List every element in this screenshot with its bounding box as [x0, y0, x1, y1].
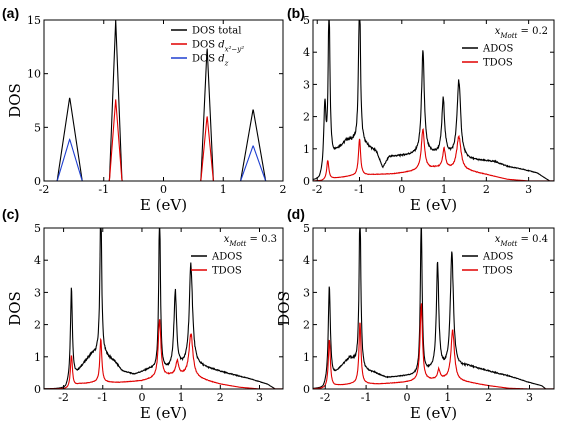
legend-label: TDOS: [483, 266, 513, 277]
y-axis-label: DOS: [275, 291, 293, 326]
y-tick-label: 3: [34, 286, 41, 299]
axes-frame: [43, 19, 284, 182]
annotation-text: xMott = 0.3: [224, 234, 277, 248]
y-tick-label: 5: [303, 222, 310, 235]
x-tick-label: 0: [398, 183, 405, 196]
legend-label: TDOS: [483, 58, 513, 69]
x-tick-label: 0: [160, 183, 167, 196]
x-tick-label: 1: [178, 391, 185, 404]
x-tick-label: 0: [403, 391, 410, 404]
annotation-text: xMott = 0.2: [495, 26, 548, 40]
x-tick-label: 1: [444, 391, 451, 404]
axes-frame: [43, 227, 284, 390]
y-axis-label: DOS: [6, 291, 24, 326]
legend-label: DOS dx²−y²: [192, 40, 244, 54]
y-tick-label: 5: [34, 222, 41, 235]
y-tick-label: 0: [34, 175, 41, 188]
x-tick-label: 1: [441, 183, 448, 196]
legend-label: ADOS: [482, 44, 513, 55]
x-axis-label: E (eV): [410, 196, 457, 214]
y-tick-label: 0: [303, 175, 310, 188]
x-tick-label: 2: [280, 183, 287, 196]
x-axis-label: E (eV): [410, 404, 457, 422]
y-axis-label: DOS: [6, 83, 24, 118]
y-tick-label: 0: [303, 383, 310, 396]
panel-label: (a): [2, 5, 19, 21]
legend-label: DOS dz: [192, 54, 229, 68]
panel-label: (c): [2, 206, 19, 222]
x-tick-label: -1: [361, 391, 372, 404]
legend-label: ADOS: [211, 252, 242, 263]
series-line-dos-d-z: [44, 138, 283, 181]
x-tick-label: -1: [97, 391, 108, 404]
x-tick-label: 2: [485, 391, 492, 404]
y-tick-label: 10: [27, 68, 41, 81]
legend-label: DOS total: [192, 26, 241, 37]
legend-label: ADOS: [482, 252, 513, 263]
panel-a: -2 -1 0 1 2 0 5 10 15 E (eV) DOS (a) DOS total DOS dx…: [2, 5, 287, 214]
panel-c: -2 -1 0 1 2 3 0 1 2 3 4 5 E (eV) DOS (c) xMott = 0.3 ADO…: [2, 206, 284, 422]
panel-label: (d): [287, 206, 305, 222]
y-tick-label: 3: [303, 286, 310, 299]
y-tick-label: 4: [34, 254, 41, 267]
y-tick-label: 2: [303, 111, 310, 124]
y-tick-label: 5: [303, 14, 310, 27]
panel-d: -2 -1 0 1 2 3 0 1 2 3 4 5 E (eV) DOS (d) xMott = 0.4 ADO…: [275, 206, 555, 422]
panel-label: (b): [287, 5, 305, 21]
series-line-ados: [44, 228, 283, 389]
y-tick-label: 4: [303, 46, 310, 59]
series-line-tdos: [313, 128, 554, 181]
x-tick-label: -1: [354, 183, 365, 196]
x-tick-label: -1: [98, 183, 109, 196]
x-tick-label: 0: [138, 391, 145, 404]
x-tick-label: 3: [526, 391, 533, 404]
legend-label: TDOS: [212, 266, 242, 277]
annotation-text: xMott = 0.4: [495, 234, 548, 248]
x-tick-label: 1: [220, 183, 227, 196]
series-line-ados: [313, 228, 554, 389]
y-tick-label: 15: [27, 14, 41, 27]
x-tick-label: -2: [39, 183, 50, 196]
axes-frame: [312, 227, 555, 390]
x-axis-label: E (eV): [140, 404, 187, 422]
y-tick-label: 0: [34, 383, 41, 396]
x-axis-label: E (eV): [140, 196, 187, 214]
series-line-ados: [313, 20, 554, 181]
y-tick-label: 2: [34, 319, 41, 332]
x-tick-label: 2: [217, 391, 224, 404]
x-tick-label: -2: [58, 391, 69, 404]
x-tick-label: -2: [320, 391, 331, 404]
x-tick-label: -2: [312, 183, 323, 196]
panel-b: -2 -1 0 1 2 3 0 1 2 3 4 5 E (eV) (b) xMott = 0.2 ADOS TD…: [287, 5, 555, 214]
x-tick-label: 3: [525, 183, 532, 196]
y-tick-label: 2: [303, 319, 310, 332]
axes-frame: [312, 19, 555, 182]
y-tick-label: 5: [34, 121, 41, 134]
y-tick-label: 1: [34, 351, 41, 364]
x-tick-label: 3: [256, 391, 263, 404]
series-line-dos-total: [44, 20, 283, 181]
series-line-tdos: [44, 319, 283, 389]
y-tick-label: 3: [303, 78, 310, 91]
y-tick-label: 4: [303, 254, 310, 267]
x-tick-label: 2: [483, 183, 490, 196]
y-tick-label: 1: [303, 351, 310, 364]
y-tick-label: 1: [303, 143, 310, 156]
series-line-tdos: [313, 303, 554, 389]
